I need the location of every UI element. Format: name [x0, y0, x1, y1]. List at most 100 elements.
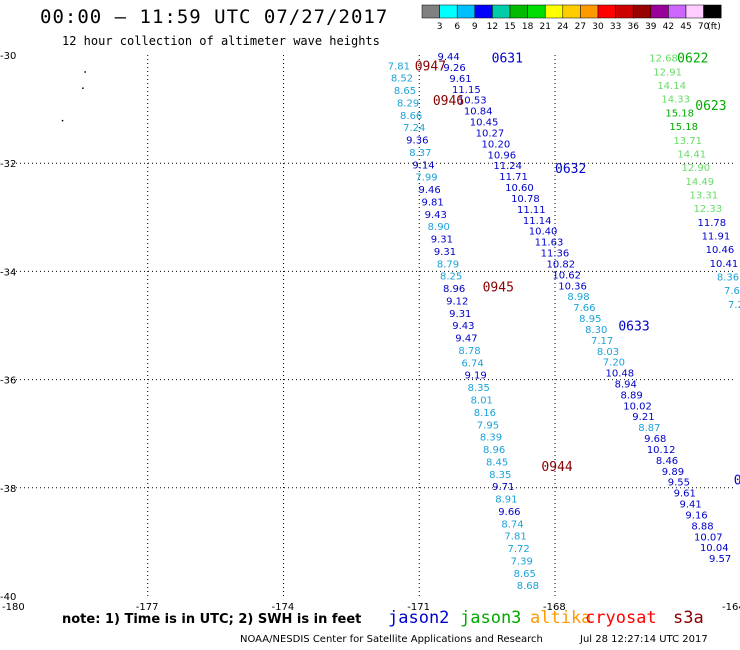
wave-height-point: 8.16: [474, 408, 496, 419]
wave-height-point: 9.57: [709, 554, 731, 565]
y-tick-label: -30: [0, 51, 16, 62]
color-scale-swatch: [474, 4, 493, 19]
wave-height-point: 10.41: [710, 259, 739, 270]
wave-height-point: 9.68: [644, 434, 666, 445]
wave-height-point: 8.89: [620, 390, 642, 401]
wave-height-point: 8.36: [717, 273, 739, 284]
wave-height-point: 14.41: [677, 149, 706, 160]
color-scale-swatch: [580, 4, 599, 19]
wave-height-point: 9.26: [443, 63, 465, 74]
wave-height-point: 10.07: [694, 532, 723, 543]
y-tick-label: -38: [0, 484, 16, 495]
wave-height-point: 8.29: [397, 98, 419, 109]
wave-height-point: 7.39: [511, 556, 533, 567]
wave-height-point: 8.45: [486, 457, 508, 468]
wave-height-point: 10.62: [552, 270, 581, 281]
chart-title: 00:00 — 11:59 UTC 07/27/2017: [40, 6, 389, 28]
color-scale-swatch: [527, 4, 546, 19]
x-tick-label: -174: [272, 602, 295, 613]
time-label: 0631: [492, 52, 523, 67]
color-scale-swatch: [492, 4, 511, 19]
color-scale-swatch: [562, 4, 581, 19]
wave-height-point: 15.18: [665, 108, 694, 119]
wave-height-point: 8.35: [468, 383, 490, 394]
color-scale-tick: 24: [557, 22, 569, 32]
wave-height-point: 12.90: [681, 163, 710, 174]
x-tick-label: -171: [407, 602, 430, 613]
wave-height-point: 11.24: [493, 161, 522, 172]
wave-height-point: 7.66: [573, 303, 595, 314]
time-labels: 0947 0946 0945 0944 0631 0632 0633 0622 0623: [415, 52, 727, 475]
wave-height-point: 8.96: [483, 445, 505, 456]
color-scale-tick: 18: [522, 22, 534, 32]
wave-height-point: 10.02: [623, 401, 652, 412]
wave-height-point: 8.78: [458, 346, 480, 357]
wave-height-point: 9.61: [674, 489, 696, 500]
wave-height-point: 9.43: [425, 210, 447, 221]
wave-height-point: 8.74: [501, 519, 523, 530]
wave-height-point: 8.88: [691, 521, 713, 532]
wave-height-point: 12.33: [694, 204, 723, 215]
wave-height-point: 8.96: [443, 284, 465, 295]
wave-height-point: 10.53: [458, 96, 487, 107]
color-scale-tick: 12: [487, 22, 498, 32]
wave-height-point: 7.2: [728, 300, 740, 311]
color-scale-tick: 70: [698, 22, 710, 32]
wave-height-point: 11.63: [535, 238, 564, 249]
color-scale-swatch: [439, 4, 458, 19]
wave-height-point: 9.46: [418, 185, 440, 196]
color-scale-tick: 6: [454, 22, 460, 32]
color-scale-tick: 15: [504, 22, 515, 32]
time-label: 0622: [677, 52, 708, 67]
wave-height-point: 7.24: [403, 123, 425, 134]
wave-height-point: 10.48: [606, 369, 635, 380]
wave-height-point: 8.01: [471, 396, 493, 407]
time-label: 0623: [695, 99, 726, 114]
wave-height-point: 8.91: [495, 495, 517, 506]
wave-height-point: 8.98: [567, 292, 589, 303]
x-tick-label: -180: [2, 602, 25, 613]
color-scale-swatch: [685, 4, 704, 19]
y-tick-label: -36: [0, 376, 16, 387]
color-scale-tick: 9: [472, 22, 478, 32]
wave-height-point: 12.68: [649, 54, 678, 65]
wave-height-point: 10.78: [511, 194, 540, 205]
y-tick-label: -32: [0, 159, 16, 170]
wave-height-point: 8.95: [579, 314, 601, 325]
wave-height-point: 8.52: [391, 74, 413, 85]
time-label: 0945: [483, 281, 514, 296]
color-scale-swatch: [632, 4, 652, 19]
footer-timestamp: Jul 28 12:27:14 UTC 2017: [580, 634, 708, 645]
color-scale-swatch: [544, 4, 564, 19]
wave-height-point: 9.66: [498, 507, 520, 518]
wave-height-point: 8.68: [517, 581, 539, 592]
wave-height-point: 8.37: [409, 148, 431, 159]
wave-height-point: 8.66: [400, 111, 422, 122]
wave-height-point: 10.12: [647, 445, 676, 456]
wave-height-point: 14.49: [685, 177, 714, 188]
tiny-mark: [84, 71, 86, 73]
wave-height-point: 8.30: [585, 325, 607, 336]
satellite-legend-s3a: s3a: [673, 608, 704, 628]
color-scale-swatch: [509, 4, 528, 19]
wave-height-point: 10.40: [529, 227, 558, 238]
wave-height-point: 15.18: [669, 122, 698, 133]
wave-height-point: 6.74: [461, 358, 483, 369]
wave-height-point: 10.27: [476, 128, 505, 139]
footer-credit: NOAA/NESDIS Center for Satellite Applica…: [240, 634, 543, 645]
wave-height-point: 9.47: [455, 334, 477, 345]
data-tracks: 7.818.528.658.298.667.249.368.379.147.99…: [61, 52, 740, 592]
wave-height-point: 10.36: [558, 281, 587, 292]
wave-height-point: 8.79: [437, 259, 459, 270]
wave-height-point: 13.71: [673, 136, 702, 147]
wave-height-point: 9.14: [412, 160, 434, 171]
color-scale-tick: 42: [663, 22, 674, 32]
color-scale-unit: (ft): [707, 22, 721, 32]
wave-height-point: 7.99: [415, 173, 437, 184]
wave-height-point: 9.71: [492, 482, 514, 493]
wave-height-point: 13.31: [690, 190, 719, 201]
satellite-legend-jason3: jason3: [460, 608, 522, 628]
wave-height-point: 14.14: [657, 81, 686, 92]
wave-height-point: 9.41: [680, 500, 702, 511]
time-label: 0632: [555, 162, 586, 177]
